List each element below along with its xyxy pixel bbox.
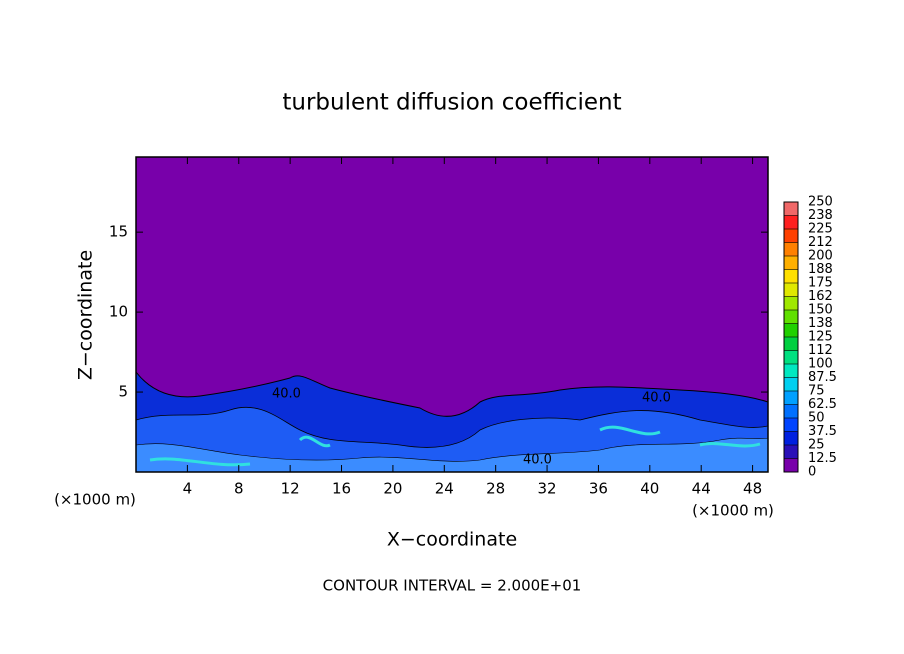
contour-label: 40.0	[523, 453, 552, 468]
contour-label: 40.0	[272, 387, 301, 402]
colorbar-band	[784, 229, 798, 243]
colorbar-band	[784, 310, 798, 324]
colorbar-label: 250	[808, 195, 833, 210]
colorbar-band	[784, 418, 798, 432]
colorbar-band	[784, 269, 798, 283]
field	[136, 371, 768, 472]
colorbar-label: 188	[808, 262, 833, 277]
chart-title: turbulent diffusion coefficient	[282, 90, 621, 116]
colorbar-label: 138	[808, 316, 833, 331]
x-tick-label: 48	[743, 480, 762, 498]
colorbar-label: 212	[808, 235, 833, 250]
colorbar-label: 25	[808, 438, 825, 453]
colorbar-band	[784, 202, 798, 216]
x-tick-label: 12	[281, 480, 300, 498]
colorbar-label: 112	[808, 343, 833, 358]
x-tick-label: 4	[183, 480, 193, 498]
colorbar-label: 175	[808, 276, 833, 291]
colorbar-band	[784, 283, 798, 297]
colorbar-band	[784, 404, 798, 418]
colorbar-label: 50	[808, 411, 825, 426]
x-tick-label: 8	[234, 480, 244, 498]
colorbar-band	[784, 296, 798, 310]
colorbar-label: 162	[808, 289, 833, 304]
colorbar-band	[784, 215, 798, 229]
y-axis-label: Z−coordinate	[75, 250, 97, 380]
x-tick-label: 16	[332, 480, 351, 498]
x-unit: (×1000 m)	[692, 502, 774, 520]
colorbar-label: 12.5	[808, 451, 837, 466]
colorbar-label: 238	[808, 208, 833, 223]
y-tick-label: 10	[109, 303, 128, 321]
colorbar-band	[784, 242, 798, 256]
colorbar-label: 200	[808, 249, 833, 264]
colorbar-band	[784, 350, 798, 364]
colorbar-label: 62.5	[808, 397, 837, 412]
x-tick-label: 36	[589, 480, 608, 498]
x-tick-label: 44	[692, 480, 711, 498]
colorbar-band	[784, 458, 798, 472]
colorbar-label: 100	[808, 357, 833, 372]
plot-frame	[135, 156, 769, 473]
contour-label: 40.0	[642, 391, 671, 406]
colorbar-label: 87.5	[808, 370, 837, 385]
x-tick-label: 20	[383, 480, 402, 498]
x-tick-label: 24	[435, 480, 454, 498]
x-axis-label: X−coordinate	[387, 529, 517, 551]
x-tick-label: 28	[486, 480, 505, 498]
x-tick-label: 40	[640, 480, 659, 498]
y-tick-label: 15	[109, 223, 128, 241]
colorbar-band	[784, 445, 798, 459]
colorbar-band	[784, 364, 798, 378]
colorbar-label: 225	[808, 222, 833, 237]
colorbar-label: 75	[808, 384, 825, 399]
colorbar-band	[784, 431, 798, 445]
colorbar-band	[784, 323, 798, 337]
colorbar-label: 150	[808, 303, 833, 318]
colorbar-label: 125	[808, 330, 833, 345]
x-tick-label: 32	[538, 480, 557, 498]
colorbar-band	[784, 377, 798, 391]
colorbar-band	[784, 337, 798, 351]
colorbar-band	[784, 256, 798, 270]
x-unit: (×1000 m)	[54, 491, 136, 509]
colorbar-band	[784, 391, 798, 405]
y-tick-label: 5	[118, 383, 128, 401]
colorbar-label: 37.5	[808, 424, 837, 439]
colorbar-label: 0	[808, 465, 816, 480]
footer-note: CONTOUR INTERVAL = 2.000E+01	[323, 577, 582, 595]
